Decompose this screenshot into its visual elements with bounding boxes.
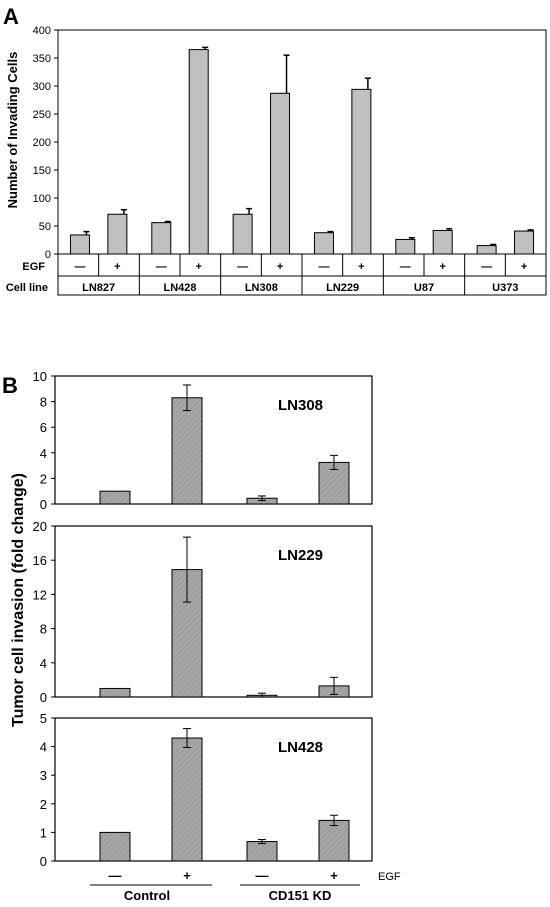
y-tick-label: 3: [40, 768, 47, 783]
y-tick-label: 50: [39, 221, 51, 233]
egf-condition-label: +: [358, 261, 364, 273]
group-label-cd151kd: CD151 KD: [269, 888, 332, 903]
y-tick-label: 10: [33, 369, 47, 384]
y-tick-label: 8: [40, 622, 47, 637]
bar: [99, 831, 131, 862]
cell-line-label: U373: [492, 282, 518, 294]
egf-condition-label: +: [330, 868, 338, 883]
panel-a-chart: 0 50 100 150 200 250 300 350 400 LN827 — + LN428 — + LN…: [33, 25, 547, 296]
bar: [318, 819, 350, 862]
subplot-frame: [54, 375, 373, 505]
y-tick-label: 4: [40, 656, 47, 671]
bar: [270, 92, 291, 255]
panel-b-egf-label: EGF: [378, 871, 401, 883]
bar: [246, 841, 278, 862]
bar: [432, 229, 453, 255]
egf-condition-label: —: [400, 261, 411, 273]
egf-condition-label: —: [156, 261, 167, 273]
subplot-title: LN229: [278, 547, 323, 564]
y-tick-label: 2: [40, 797, 47, 812]
y-tick-label: 250: [33, 109, 51, 121]
panel-b-label: B: [2, 373, 18, 398]
y-tick-label: 0: [40, 854, 47, 869]
subplot-frame: [54, 525, 373, 698]
y-tick-label: 400: [33, 25, 51, 37]
y-tick-label: 200: [33, 137, 51, 149]
bar: [232, 213, 253, 255]
y-tick-label: 2: [40, 471, 47, 486]
egf-condition-label: +: [521, 261, 527, 273]
y-tick-label: 4: [40, 446, 47, 461]
bar: [514, 230, 535, 255]
cell-line-label: LN827: [82, 282, 115, 294]
bar: [171, 737, 203, 862]
bar: [99, 490, 131, 505]
egf-condition-label: +: [183, 868, 191, 883]
y-tick-label: 100: [33, 193, 51, 205]
bar: [99, 687, 131, 698]
bar: [395, 238, 416, 255]
y-tick-label: 5: [40, 711, 47, 726]
subplot-title: LN308: [278, 397, 323, 414]
egf-condition-label: —: [109, 868, 122, 883]
cell-line-row-label: Cell line: [6, 282, 48, 294]
y-tick-label: 350: [33, 53, 51, 65]
egf-condition-label: —: [237, 261, 248, 273]
y-tick-label: 20: [33, 519, 47, 534]
panel-a-label: A: [3, 4, 19, 29]
y-tick-label: 1: [40, 825, 47, 840]
cell-line-label: LN229: [326, 282, 359, 294]
y-tick-label: 0: [40, 690, 47, 705]
egf-condition-label: —: [74, 261, 85, 273]
bar: [313, 232, 334, 255]
cell-line-label: LN308: [245, 282, 278, 294]
y-tick-label: 16: [33, 553, 47, 568]
bar: [351, 88, 372, 255]
egf-condition-label: —: [481, 261, 492, 273]
y-tick-label: 12: [33, 587, 47, 602]
egf-condition-label: +: [114, 261, 120, 273]
y-tick-label: 300: [33, 81, 51, 93]
egf-condition-label: —: [318, 261, 329, 273]
panel-b-ylabel: Tumor cell invasion (fold change): [10, 473, 27, 727]
bar: [476, 245, 497, 255]
egf-condition-label: +: [195, 261, 201, 273]
subplot-frame: [54, 717, 373, 862]
cell-line-label: U87: [414, 282, 434, 294]
egf-condition-label: +: [277, 261, 283, 273]
y-tick-label: 6: [40, 420, 47, 435]
bar: [69, 234, 90, 255]
y-tick-label: 8: [40, 395, 47, 410]
bar: [171, 397, 203, 505]
egf-row-label: EGF: [22, 261, 45, 273]
bar: [151, 222, 172, 255]
y-tick-label: 0: [45, 249, 51, 261]
panel-a-ylabel: Number of Invading Cells: [5, 52, 20, 209]
egf-condition-label: +: [439, 261, 445, 273]
subplot-title: LN428: [278, 739, 323, 756]
egf-condition-label: —: [256, 868, 269, 883]
cell-line-label: LN428: [163, 282, 196, 294]
y-tick-label: 150: [33, 165, 51, 177]
y-tick-label: 4: [40, 740, 47, 755]
bar: [107, 213, 128, 255]
group-label-control: Control: [124, 888, 170, 903]
y-tick-label: 0: [40, 497, 47, 512]
bar: [188, 49, 209, 255]
